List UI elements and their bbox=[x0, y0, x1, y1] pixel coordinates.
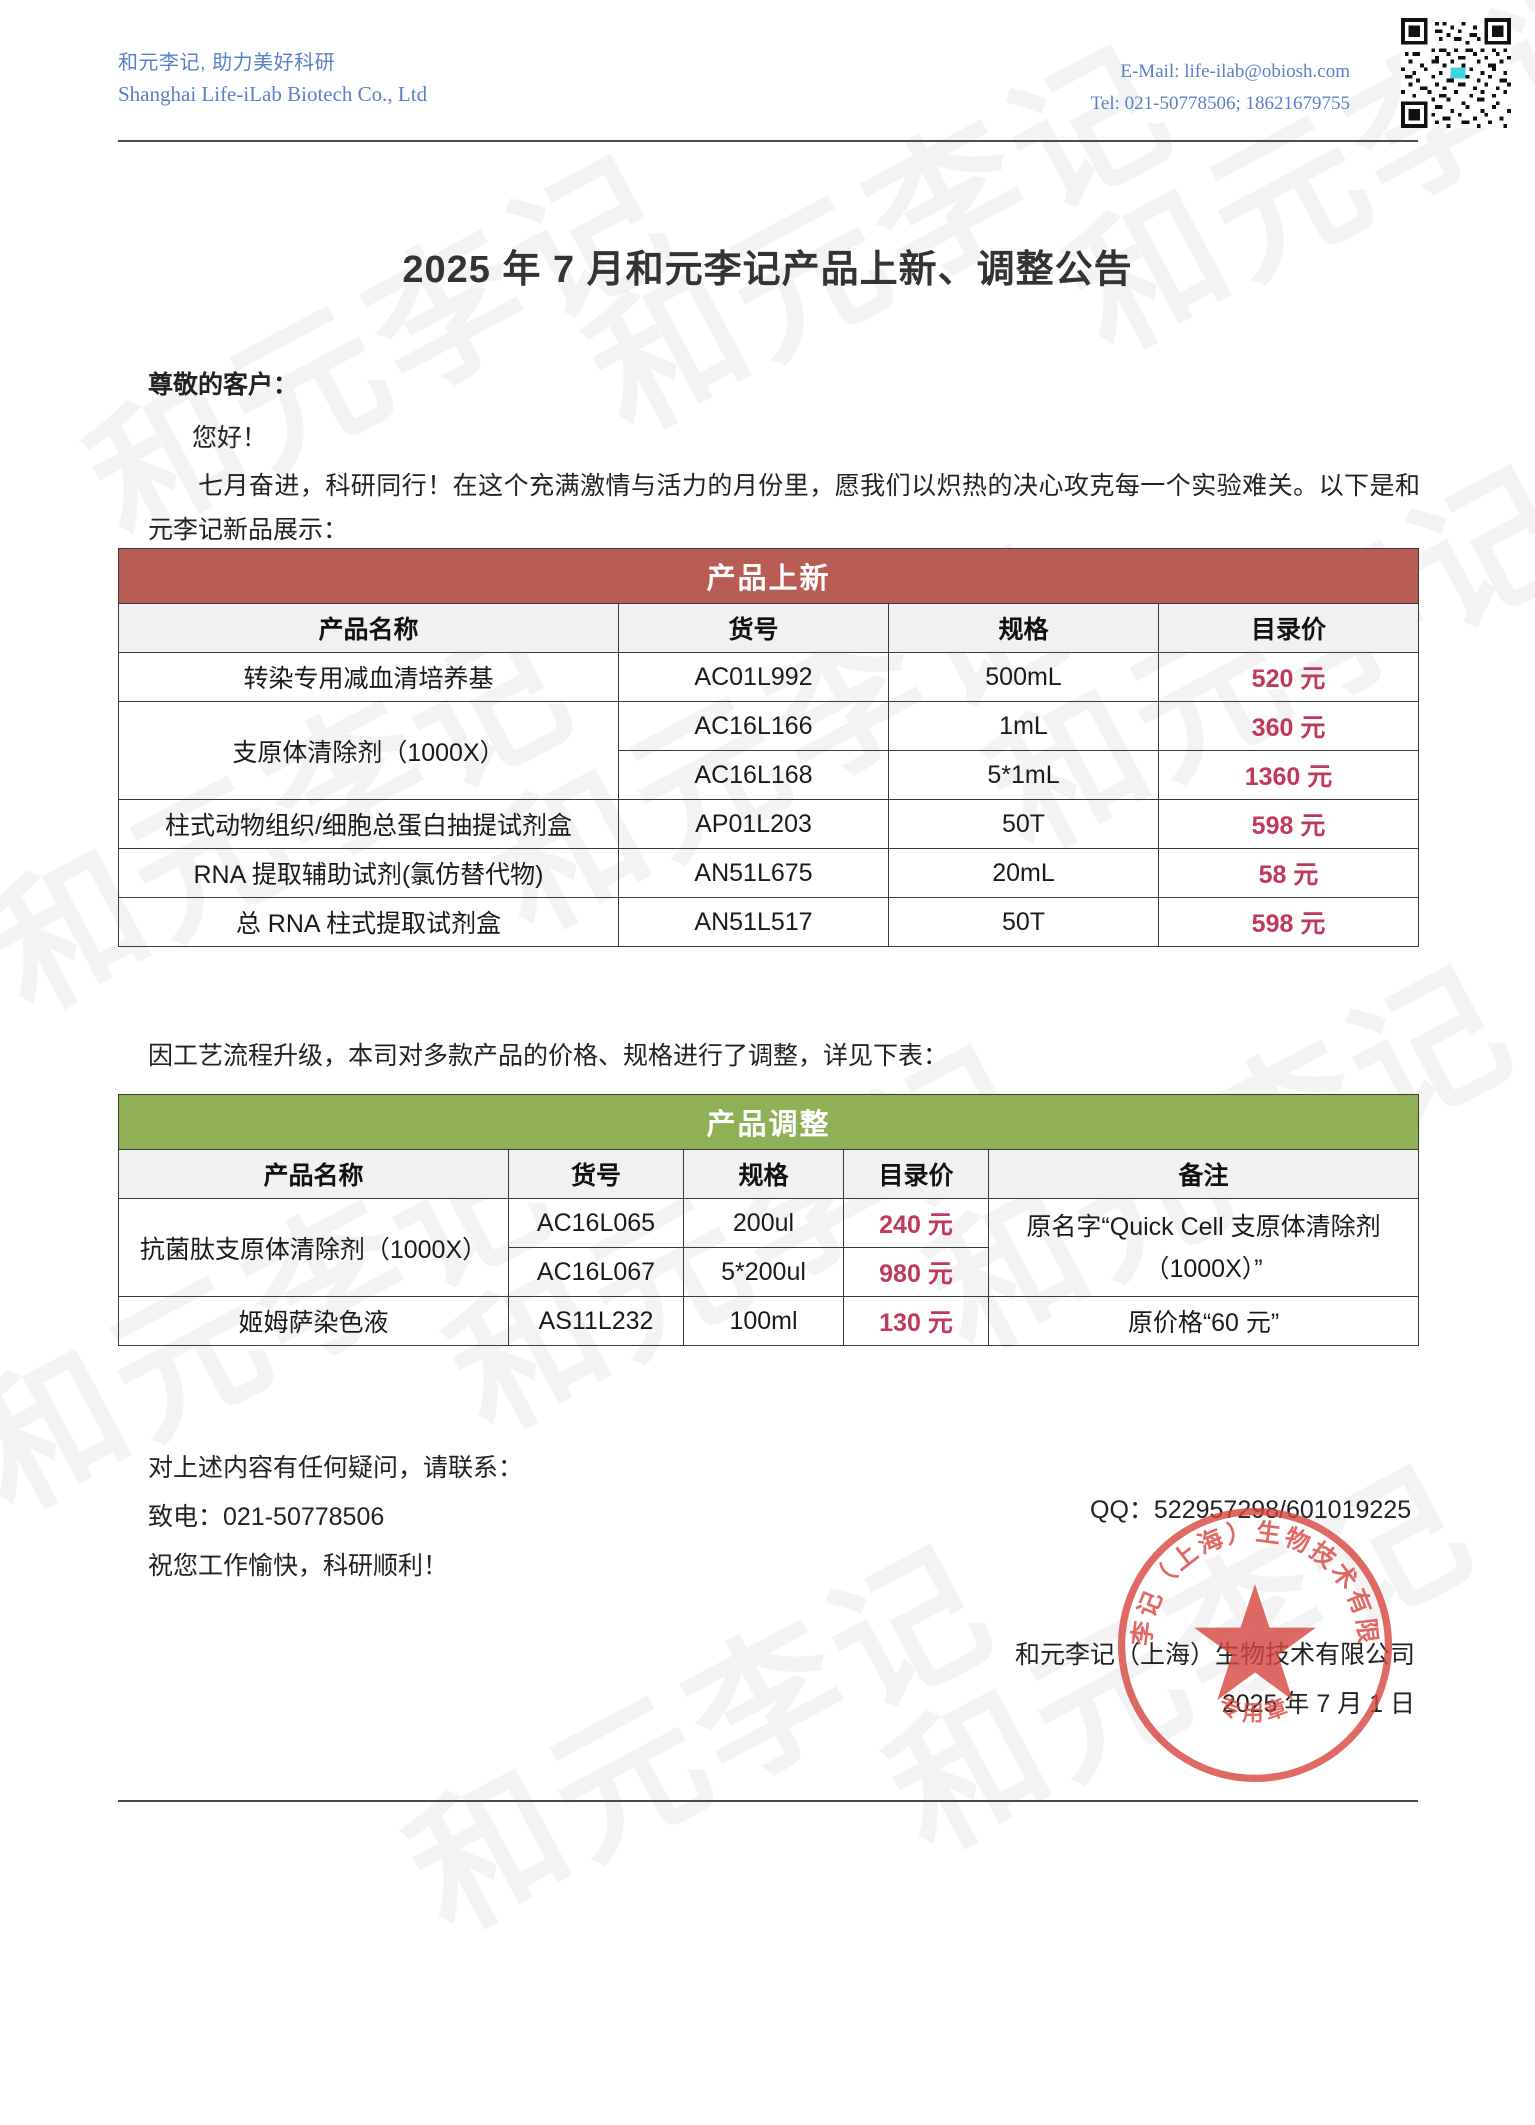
table-band-title: 产品上新 bbox=[118, 548, 1419, 604]
greeting: 您好！ bbox=[192, 424, 268, 452]
cell-product-name: 总 RNA 柱式提取试剂盒 bbox=[118, 897, 619, 947]
cell-product-remark: 原价格“60 元” bbox=[987, 1296, 1420, 1346]
cell-product-name: 姬姆萨染色液 bbox=[118, 1296, 509, 1346]
cell-product-code: AC16L166 bbox=[618, 701, 889, 751]
table-band-row: 产品调整 bbox=[118, 1094, 1419, 1150]
cell-product-name: 抗菌肽支原体清除剂（1000X） bbox=[118, 1198, 509, 1297]
footer-qq: QQ：522957298/601019225 bbox=[1090, 1496, 1412, 1524]
cell-product-price: 598 元 bbox=[1157, 799, 1420, 849]
company-name-en: Shanghai Life-iLab Biotech Co., Ltd bbox=[118, 82, 428, 106]
col-header-remark: 备注 bbox=[987, 1149, 1420, 1199]
company-name-cn: 和元李记, 助力美好科研 bbox=[118, 52, 336, 74]
cell-product-price: 130 元 bbox=[843, 1296, 989, 1346]
cell-product-code: AN51L517 bbox=[618, 897, 889, 947]
salutation: 尊敬的客户： bbox=[148, 371, 299, 399]
col-header-name: 产品名称 bbox=[118, 603, 619, 653]
table-row: AC16L067 5*200ul 980 元 bbox=[119, 1247, 1419, 1297]
col-header-spec: 规格 bbox=[683, 1149, 844, 1199]
col-header-code: 货号 bbox=[508, 1149, 684, 1199]
cell-product-name: 支原体清除剂（1000X） bbox=[118, 701, 619, 800]
cell-product-spec: 5*200ul bbox=[683, 1247, 844, 1297]
table-row: 柱式动物组织/细胞总蛋白抽提试剂盒 AP01L203 50T 598 元 bbox=[118, 799, 1420, 849]
col-header-name: 产品名称 bbox=[118, 1149, 509, 1199]
cell-product-spec: 20mL bbox=[888, 848, 1159, 898]
cell-product-code: AP01L203 bbox=[618, 799, 889, 849]
intro-paragraph: 七月奋进，科研同行！在这个充满激情与活力的月份里，愿我们以炽热的决心攻克每一个实… bbox=[148, 472, 1420, 544]
cell-product-price: 980 元 bbox=[843, 1247, 989, 1297]
table-product-new: 产品上新 产品名称 货号 规格 目录价 转染专用减血清培养基 AC01L992 … bbox=[118, 548, 1420, 947]
col-header-price: 目录价 bbox=[1157, 603, 1420, 653]
mid-note: 因工艺流程升级，本司对多款产品的价格、规格进行了调整，详见下表： bbox=[148, 1042, 949, 1070]
cell-product-price: 520 元 bbox=[1157, 652, 1420, 702]
table-band-title: 产品调整 bbox=[118, 1094, 1419, 1150]
footer-divider bbox=[118, 1800, 1418, 1802]
signature-company: 和元李记（上海）生物技术有限公司 bbox=[1014, 1641, 1415, 1669]
cell-product-spec: 100ml bbox=[683, 1296, 844, 1346]
cell-product-spec: 50T bbox=[888, 799, 1159, 849]
table-row: 总 RNA 柱式提取试剂盒 AN51L517 50T 598 元 bbox=[118, 897, 1420, 947]
header-divider bbox=[118, 140, 1418, 142]
cell-product-spec: 200ul bbox=[683, 1198, 844, 1248]
table-product-adjust: 产品调整 产品名称 货号 规格 目录价 备注 抗菌肽支原体清除剂（1000X） … bbox=[118, 1094, 1420, 1346]
table-row: 转染专用减血清培养基 AC01L992 500mL 520 元 bbox=[118, 652, 1420, 702]
table-row: 支原体清除剂（1000X） AC16L166 1mL 360 元 bbox=[118, 701, 1420, 800]
table-row: 姬姆萨染色液 AS11L232 100ml 130 元 原价格“60 元” bbox=[118, 1296, 1420, 1346]
signature-date: 2025 年 7 月 1 日 bbox=[1221, 1690, 1415, 1718]
col-header-price: 目录价 bbox=[843, 1149, 989, 1199]
cell-product-remark: 原名字“Quick Cell 支原体清除剂（1000X）” bbox=[987, 1198, 1420, 1297]
header-company-block: 和元李记, 助力美好科研 Shanghai Life-iLab Biotech … bbox=[118, 48, 427, 110]
footer-contact-line: 对上述内容有任何疑问，请联系： bbox=[148, 1454, 524, 1482]
cell-product-spec: 500mL bbox=[888, 652, 1159, 702]
watermark-text: 和元李记 bbox=[366, 1484, 1026, 1972]
col-header-spec: 规格 bbox=[888, 603, 1159, 653]
cell-product-spec: 1mL bbox=[888, 701, 1159, 751]
cell-product-code: AS11L232 bbox=[508, 1296, 684, 1346]
table-row: RNA 提取辅助试剂(氯仿替代物) AN51L675 20mL 58 元 bbox=[118, 848, 1420, 898]
footer-tel-line: 致电：021-50778506 bbox=[148, 1503, 385, 1531]
table-header-row: 产品名称 货号 规格 目录价 bbox=[118, 603, 1420, 653]
cell-product-price: 1360 元 bbox=[1157, 750, 1420, 800]
qr-code-icon bbox=[1401, 18, 1511, 128]
page-header: 和元李记, 助力美好科研 Shanghai Life-iLab Biotech … bbox=[0, 18, 1535, 138]
page-title: 2025 年 7 月和元李记产品上新、调整公告 bbox=[402, 249, 1133, 291]
header-contact-block: E-Mail: life-ilab@obiosh.com Tel: 021-50… bbox=[1091, 56, 1350, 120]
cell-product-name: 转染专用减血清培养基 bbox=[118, 652, 619, 702]
cell-product-code: AC01L992 bbox=[618, 652, 889, 702]
cell-product-spec: 50T bbox=[888, 897, 1159, 947]
cell-product-name: RNA 提取辅助试剂(氯仿替代物) bbox=[118, 848, 619, 898]
header-email: E-Mail: life-ilab@obiosh.com bbox=[1120, 61, 1350, 82]
table-band-row: 产品上新 bbox=[118, 548, 1419, 604]
footer-wish-line: 祝您工作愉快，科研顺利！ bbox=[148, 1552, 449, 1580]
header-tel: Tel: 021-50778506; 18621679755 bbox=[1090, 93, 1350, 114]
cell-product-code: AC16L065 bbox=[508, 1198, 684, 1248]
cell-product-price: 360 元 bbox=[1157, 701, 1420, 751]
table-row: 抗菌肽支原体清除剂（1000X） AC16L065 200ul 240 元 原名… bbox=[118, 1198, 1420, 1297]
cell-product-price: 598 元 bbox=[1157, 897, 1420, 947]
col-header-code: 货号 bbox=[618, 603, 889, 653]
cell-product-spec: 5*1mL bbox=[888, 750, 1159, 800]
cell-product-code: AN51L675 bbox=[618, 848, 889, 898]
table-header-row: 产品名称 货号 规格 目录价 备注 bbox=[118, 1149, 1420, 1199]
cell-product-code: AC16L067 bbox=[508, 1247, 684, 1297]
cell-product-price: 240 元 bbox=[843, 1198, 989, 1248]
cell-product-price: 58 元 bbox=[1157, 848, 1420, 898]
cell-product-code: AC16L168 bbox=[618, 750, 889, 800]
cell-product-name: 柱式动物组织/细胞总蛋白抽提试剂盒 bbox=[118, 799, 619, 849]
